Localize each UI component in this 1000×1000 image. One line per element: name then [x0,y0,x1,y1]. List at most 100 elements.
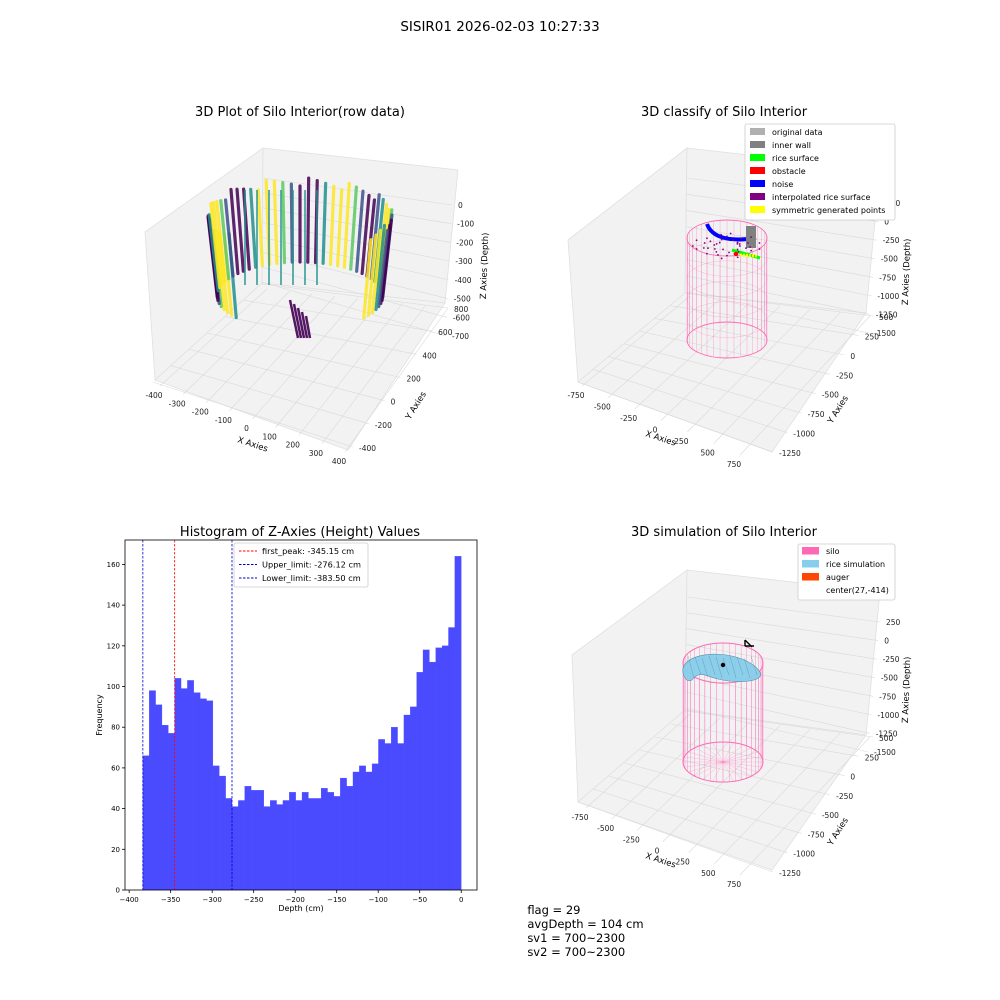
raw-3d-point-column [379,223,392,306]
simulation-3d-mesh-line [687,655,695,679]
raw-3d-ztick: -200 [456,238,473,247]
simulation-3d-auger-arrow [744,639,754,648]
classify-3d-obstacle-point [733,251,739,257]
raw-3d-point-column [335,188,344,268]
simulation-3d-grid [577,596,881,876]
histogram-bar [244,786,252,891]
raw-3d-xtick: 0 [244,424,249,433]
raw-3d-ztick: -400 [455,276,472,285]
simulation-3d-ztick: -500 [881,674,898,683]
classify-3d-interpolated-point [731,239,734,242]
panel-classify-3d: 3D classify of Silo Interior -750 -500 -25… [567,105,913,469]
classify-3d-legend-swatch [750,167,765,174]
simulation-3d-ytick: -250 [836,792,853,801]
classify-3d-xtick: 500 [701,449,716,458]
raw-3d-point-column [306,176,311,264]
simulation-3d-rice-surface [682,653,761,682]
simulation-3d-legend-label: center(27,-414) [826,586,889,595]
classify-3d-interpolated-point [758,248,761,250]
classify-3d-xlabel: X Axies [644,429,677,448]
classify-3d-interpolated-point [738,243,741,245]
histogram-bar [340,777,347,891]
simulation-3d-xtick: 500 [701,869,716,878]
raw-3d-point-column [292,303,303,339]
raw-3d-ztick: -300 [455,257,472,266]
raw-3d-point-column [366,233,378,317]
classify-3d-interpolated-point [738,245,741,247]
classify-3d-interpolated-point [736,242,739,245]
histogram-bar [282,800,290,891]
classify-3d-legend: original data inner wall rice surface obsta… [744,123,896,221]
classify-3d-xtick: -500 [594,403,611,412]
histogram-bar [193,692,201,891]
classify-3d-ztick: -500 [881,255,898,264]
histogram-bars [142,556,462,891]
histogram-bar [225,798,233,891]
histogram-legend-label: Upper_limit: -276.12 cm [262,560,361,570]
classify-3d-interpolated-point [758,242,761,244]
simulation-3d-zlabel: Z Axies (Depth) [901,656,913,723]
histogram-ytick-label: 100 [107,683,120,691]
histogram-ytick-label: 160 [107,561,120,569]
classify-3d-interpolated-point [695,239,698,242]
classify-3d-interpolated-point [715,250,718,253]
classify-3d-ytick: -1250 [779,449,801,458]
classify-3d-interpolated-point [706,237,708,240]
raw-3d-ztick: 0 [458,201,463,210]
histogram-bar [422,649,430,891]
histogram-ytick-label: 60 [111,764,120,772]
classify-3d-ztick: -750 [879,273,896,282]
histogram-xtick-label: −300 [203,896,222,904]
histogram-bar [206,700,214,891]
histogram-bar [416,672,424,891]
histogram-bar [180,688,188,891]
simulation-3d-mesh-line [722,657,730,676]
raw-3d-point-column [209,201,222,290]
classify-3d-interpolated-point [720,233,723,236]
raw-3d-xtick: -100 [215,416,232,425]
raw-3d-ztick: -500 [454,295,471,304]
classify-3d-zlabel: Z Axies (Depth) [901,238,913,305]
classify-3d-interpolated-point [702,247,705,249]
raw-3d-title: 3D Plot of Silo Interior(row data) [195,105,405,120]
simulation-3d-mesh-line [715,656,723,679]
raw-3d-xtick: -200 [192,408,209,417]
simulation-3d-xtick: 0 [655,847,660,856]
classify-3d-legend-label: symmetric generated points [772,206,885,215]
histogram-ylabel: Frequency [95,694,104,736]
classify-3d-interpolated-point [749,246,752,248]
raw-3d-point-column [288,299,300,339]
simulation-3d-mesh-line [743,657,751,679]
raw-3d-xtick: 200 [286,441,301,450]
simulation-3d-ytick: 250 [865,753,880,762]
classify-3d-legend-label: interpolated rice surface [772,193,870,202]
simulation-3d-ytick: -500 [822,811,839,820]
classify-3d-interpolated-point [720,257,723,260]
histogram-bar [327,792,335,891]
classify-3d-legend-swatch [750,193,765,200]
raw-3d-point-column [219,199,231,281]
histogram-bar [231,806,239,891]
histogram-ytick-label: 20 [111,846,120,854]
classify-3d-legend-swatch [750,128,765,135]
histogram-xtick-label: −100 [369,896,388,904]
raw-3d-xtick: 100 [262,432,277,441]
classify-3d-ytick: -750 [808,410,825,419]
raw-3d-point-column [374,223,387,312]
simulation-3d-legend-swatch [802,560,819,568]
histogram-bar [454,556,462,891]
classify-3d-ztick: -250 [883,236,900,245]
raw-3d-ytick: 200 [407,375,422,384]
classify-3d-interpolated-point [736,248,739,251]
histogram-legend: first_peak: -345.15 cm Upper_limit: -276.… [233,542,369,588]
histogram-bar [174,678,182,891]
raw-3d-point-column [321,181,328,265]
classify-3d-interpolated-point [713,248,716,250]
raw-3d-ytick: 0 [391,398,396,407]
histogram-bar [448,627,456,891]
raw-3d-zlabel: Z Axies (Depth) [479,232,491,299]
histogram-bar [168,733,175,891]
classify-3d-ztick: -1500 [874,329,896,338]
histogram-legend-label: first_peak: -345.15 cm [262,546,354,556]
simulation-3d-ytick: 500 [879,734,894,743]
